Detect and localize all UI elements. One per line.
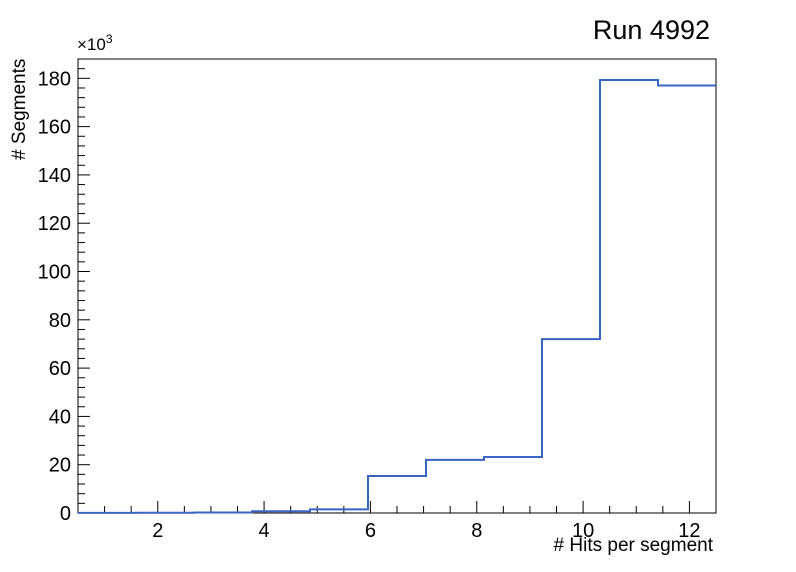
x-axis-title: # Hits per segment (554, 535, 714, 556)
y-tick-label: 20 (49, 455, 71, 477)
y-tick-label: 140 (38, 165, 71, 187)
histogram-series-layer (78, 79, 716, 514)
y-tick-label: 120 (38, 213, 71, 235)
y-tick-label: 60 (49, 358, 71, 380)
y-tick-label: 40 (49, 406, 71, 428)
y-tick-label: 100 (38, 262, 71, 284)
y-axis-multiplier: ×103 (77, 32, 113, 54)
y-axis-title: # Segments (9, 59, 30, 160)
y-axis-multiplier-exponent: 3 (106, 32, 113, 46)
y-tick-label: 0 (60, 503, 71, 525)
x-tick-label: 10 (572, 520, 594, 542)
x-tick-label: 2 (152, 520, 163, 542)
x-tick-label: 4 (259, 520, 270, 542)
y-tick-label: 80 (49, 310, 71, 332)
histogram-line (78, 79, 716, 514)
plot-title: Run 4992 (593, 15, 710, 45)
plot-frame-layer (77, 58, 717, 514)
x-tick-label: 6 (365, 520, 376, 542)
plot-frame (77, 58, 717, 514)
y-axis-multiplier-base: ×10 (77, 35, 106, 54)
y-tick-label: 160 (38, 117, 71, 139)
x-tick-label: 12 (678, 520, 700, 542)
y-tick-label: 180 (38, 68, 71, 90)
x-tick-label: 8 (471, 520, 482, 542)
